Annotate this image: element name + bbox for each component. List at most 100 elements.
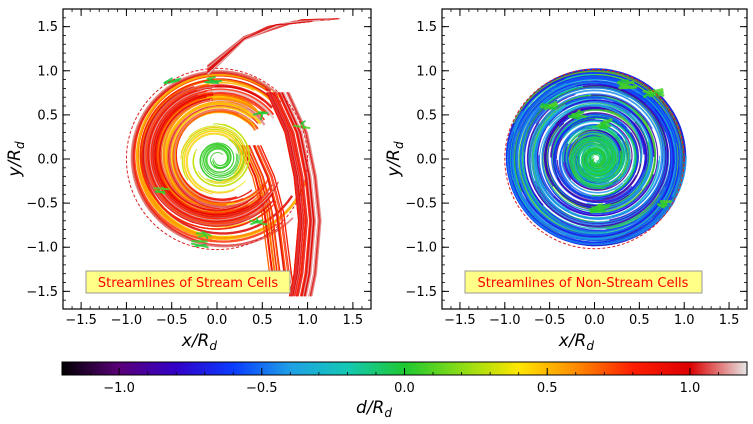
streamline xyxy=(548,104,643,165)
streamline xyxy=(207,20,313,72)
streamline xyxy=(197,234,207,238)
streamline xyxy=(207,21,309,75)
streamline xyxy=(207,20,313,70)
streamline xyxy=(536,99,655,217)
streamline xyxy=(152,94,260,218)
left-disk-boundary xyxy=(125,67,309,251)
streamline xyxy=(266,92,300,297)
streamline xyxy=(577,143,622,181)
streamline xyxy=(554,116,639,199)
streamline xyxy=(586,146,609,170)
streamline xyxy=(534,89,663,220)
y-tick-label: −0.5 xyxy=(405,197,437,212)
right-ticks: −1.5 −1.0 −0.5 0.0 0.5 1.0 1.5 −1.5 −1.0 −0.5 0.0 0… xyxy=(405,8,748,328)
left-x-axis-label: x/Rd xyxy=(181,331,218,353)
x-tick-label: −0.5 xyxy=(534,313,566,328)
streamline xyxy=(548,102,558,108)
x-tick-label: −1.0 xyxy=(489,313,521,328)
streamline xyxy=(588,203,612,211)
x-tick-label: 0.5 xyxy=(252,313,273,328)
streamline xyxy=(571,113,587,119)
colorbar-tick-label: 0.0 xyxy=(394,381,415,396)
streamline xyxy=(288,92,322,297)
colorbar-tick-label: −1.0 xyxy=(103,381,135,396)
streamline xyxy=(207,20,312,76)
left-axes-frame xyxy=(62,8,372,310)
streamline xyxy=(207,20,318,69)
streamline xyxy=(207,21,307,72)
disk-boundary-circle xyxy=(125,67,309,251)
streamline xyxy=(249,219,268,226)
streamline xyxy=(512,130,677,240)
streamline xyxy=(142,85,275,227)
streamline xyxy=(207,21,307,71)
streamline xyxy=(512,81,680,243)
streamline xyxy=(149,89,274,221)
streamline xyxy=(566,77,678,235)
streamline xyxy=(260,145,294,284)
streamline xyxy=(550,112,642,202)
streamline xyxy=(159,98,255,211)
right-panel-label: Streamlines of Non-Stream Cells xyxy=(464,270,703,294)
streamline xyxy=(517,85,577,225)
right-y-axis-label: y/Rd xyxy=(384,141,406,178)
x-tick-label: 0.0 xyxy=(207,313,228,328)
right-disk-boundary xyxy=(504,68,685,250)
x-tick-label: 1.5 xyxy=(719,313,740,328)
streamline xyxy=(552,104,647,204)
right-x-axis-label: x/Rd xyxy=(558,331,595,353)
streamline xyxy=(184,130,242,195)
streamline xyxy=(656,203,666,209)
y-tick-label: −0.5 xyxy=(26,197,58,212)
x-tick-label: 1.5 xyxy=(343,313,364,328)
streamline xyxy=(531,87,666,224)
streamline xyxy=(518,109,674,238)
svg-text:x/Rd: x/Rd xyxy=(181,331,218,353)
streamline xyxy=(207,21,309,72)
streamline xyxy=(240,145,274,284)
streamline xyxy=(267,92,301,297)
streamline xyxy=(269,92,303,297)
streamline xyxy=(190,242,209,249)
streamline xyxy=(173,109,253,203)
x-tick-label: −1.5 xyxy=(65,313,97,328)
streamline xyxy=(256,145,290,284)
streamline xyxy=(525,196,665,238)
colorbar-tick-label: −0.5 xyxy=(246,381,278,396)
streamline xyxy=(271,92,305,297)
streamline xyxy=(207,20,313,73)
streamline xyxy=(207,21,310,74)
streamline xyxy=(207,21,305,76)
streamline xyxy=(180,127,246,183)
streamline xyxy=(207,21,309,76)
streamline xyxy=(541,103,653,212)
streamline xyxy=(192,123,250,187)
x-tick-label: 1.0 xyxy=(297,313,318,328)
left-y-axis-label: y/Rd xyxy=(5,141,27,178)
y-tick-label: −1.0 xyxy=(405,241,437,256)
right-panel: −1.5 −1.0 −0.5 0.0 0.5 1.0 1.5 −1.5 −1.0 −0.5 0.0 0… xyxy=(384,8,748,353)
y-tick-label: −1.5 xyxy=(405,285,437,300)
streamline xyxy=(153,187,170,191)
disk-boundary-circle xyxy=(504,68,685,250)
streamline xyxy=(206,76,216,80)
streamline xyxy=(168,105,267,208)
streamline xyxy=(204,79,223,84)
y-tick-label: 0.0 xyxy=(416,153,437,168)
streamline xyxy=(258,145,291,284)
streamline xyxy=(202,145,239,177)
streamline xyxy=(145,85,250,225)
streamline xyxy=(561,151,624,194)
streamline xyxy=(207,21,308,70)
streamline xyxy=(548,83,672,187)
svg-text:y/Rd: y/Rd xyxy=(5,141,27,178)
x-tick-label: −1.0 xyxy=(111,313,143,328)
right-axes-frame xyxy=(441,8,748,310)
streamline xyxy=(600,121,609,130)
left-panel-label: Streamlines of Stream Cells xyxy=(85,270,291,294)
y-tick-label: 0.0 xyxy=(37,153,58,168)
x-tick-label: 1.0 xyxy=(674,313,695,328)
left-panel-label-text: Streamlines of Stream Cells xyxy=(98,276,279,291)
colorbar-tick-label: 1.0 xyxy=(680,381,701,396)
